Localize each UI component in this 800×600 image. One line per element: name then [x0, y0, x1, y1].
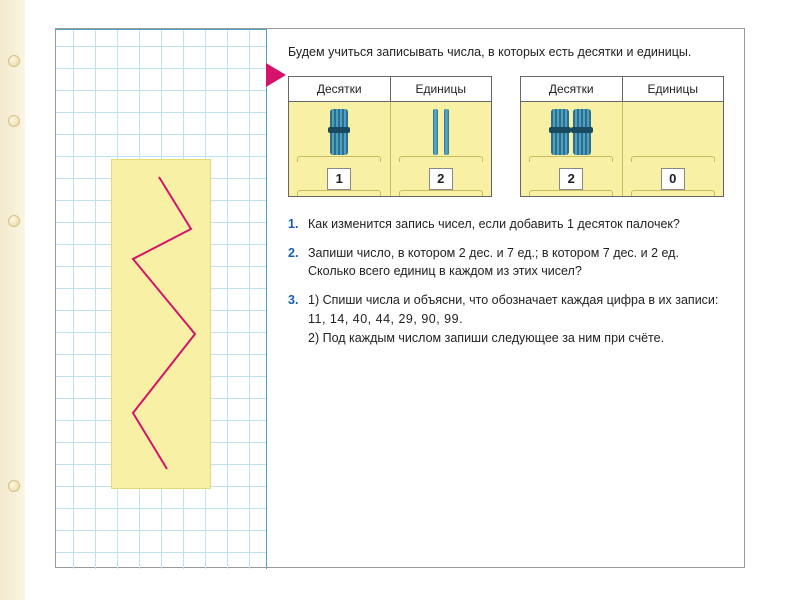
q3-part1: 1) Спиши числа и объясни, что обозначает…: [308, 293, 718, 307]
left-binding-stripe: [0, 0, 25, 600]
yellow-margin-strip: [111, 159, 211, 489]
col-header-tens: Десятки: [521, 77, 623, 102]
ones-cell: [623, 102, 724, 162]
question-number: 2.: [288, 244, 308, 282]
stick-bundle-icon: [551, 109, 569, 155]
section-marker-triangle-icon: [266, 63, 286, 87]
digit-tens: 2: [559, 168, 583, 190]
tens-cell: [521, 102, 623, 162]
textbook-page: Будем учиться записывать числа, в которы…: [55, 28, 745, 568]
intro-text: Будем учиться записывать числа, в которы…: [288, 43, 736, 62]
place-value-table-1: Десятки Единицы: [288, 76, 492, 197]
stick-bundle-icon: [330, 109, 348, 155]
q3-part2: 2) Под каждым числом запиши следующее за…: [308, 331, 664, 345]
grid-edge: [56, 29, 266, 30]
stick-bundle-icon: [573, 109, 591, 155]
binding-ring: [8, 55, 20, 67]
q3-numbers: 11, 14, 40, 44, 29, 90, 99.: [308, 312, 463, 326]
question-2: 2. Запиши число, в котором 2 дес. и 7 ед…: [288, 244, 736, 282]
binding-ring: [8, 480, 20, 492]
stick-icon: [433, 109, 438, 155]
digit-ones: 2: [429, 168, 453, 190]
place-value-table-2: Десятки Единицы 2: [520, 76, 724, 197]
ones-cell: [391, 102, 492, 162]
col-header-tens: Десятки: [289, 77, 391, 102]
tens-cell: [289, 102, 391, 162]
stick-icon: [444, 109, 449, 155]
question-text: Как изменится запись чисел, если добавит…: [308, 215, 736, 234]
question-3: 3. 1) Спиши числа и объясни, что обознач…: [288, 291, 736, 347]
col-header-ones: Единицы: [391, 77, 492, 102]
binding-ring: [8, 115, 20, 127]
main-content: Будем учиться записывать числа, в которы…: [288, 43, 736, 357]
col-header-ones: Единицы: [623, 77, 724, 102]
grid-edge: [266, 29, 267, 569]
digit-tens: 1: [327, 168, 351, 190]
question-number: 3.: [288, 291, 308, 347]
digit-ones: 0: [661, 168, 685, 190]
binding-ring: [8, 215, 20, 227]
question-text: Запиши число, в котором 2 дес. и 7 ед.; …: [308, 244, 736, 282]
place-value-tables: Десятки Единицы: [288, 76, 736, 197]
question-1: 1. Как изменится запись чисел, если доба…: [288, 215, 736, 234]
question-text: 1) Спиши числа и объясни, что обозначает…: [308, 291, 736, 347]
question-number: 1.: [288, 215, 308, 234]
